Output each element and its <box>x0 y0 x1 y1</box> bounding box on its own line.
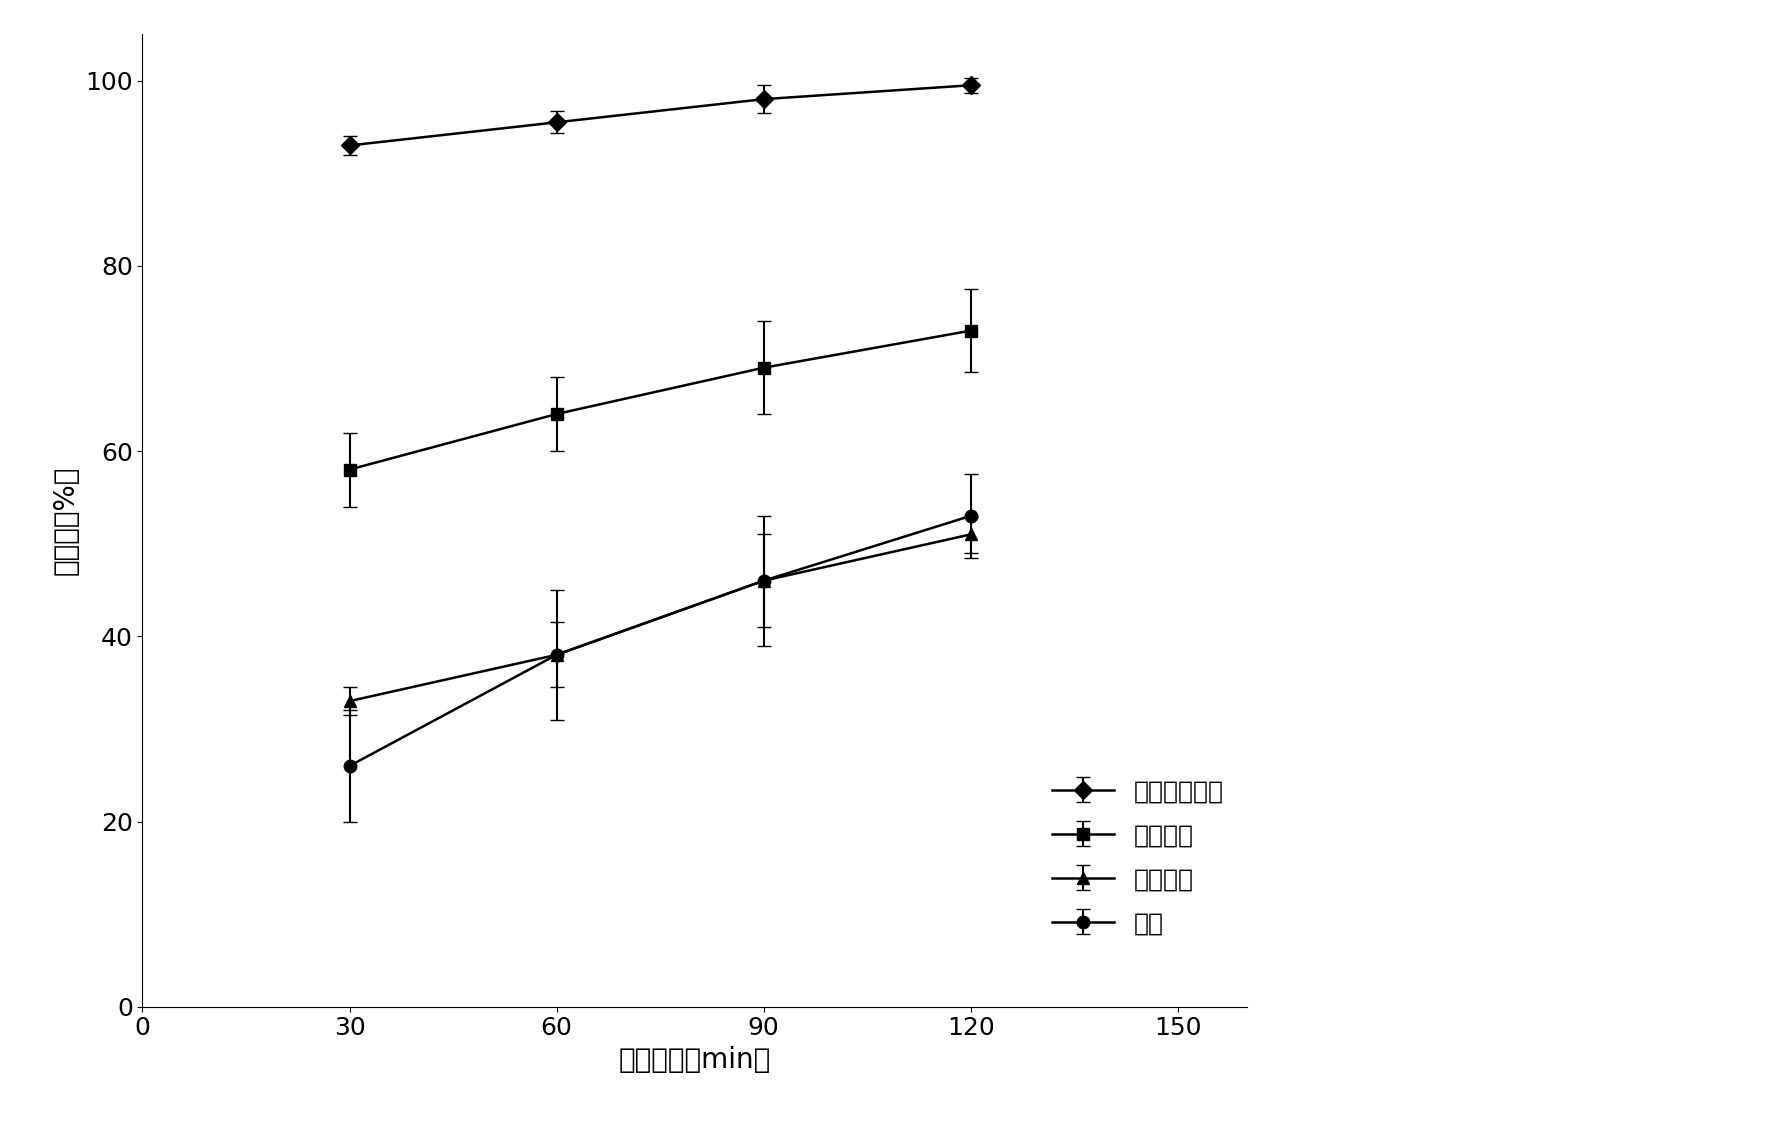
Y-axis label: 去除率（%）: 去除率（%） <box>52 466 80 575</box>
Legend: 本发明催化剂, 氧化亚铜, 镀铜鐵屑, 鐵粉: 本发明催化剂, 氧化亚铜, 镀铜鐵屑, 鐵粉 <box>1041 770 1234 946</box>
X-axis label: 反应时间（min）: 反应时间（min） <box>618 1046 771 1074</box>
